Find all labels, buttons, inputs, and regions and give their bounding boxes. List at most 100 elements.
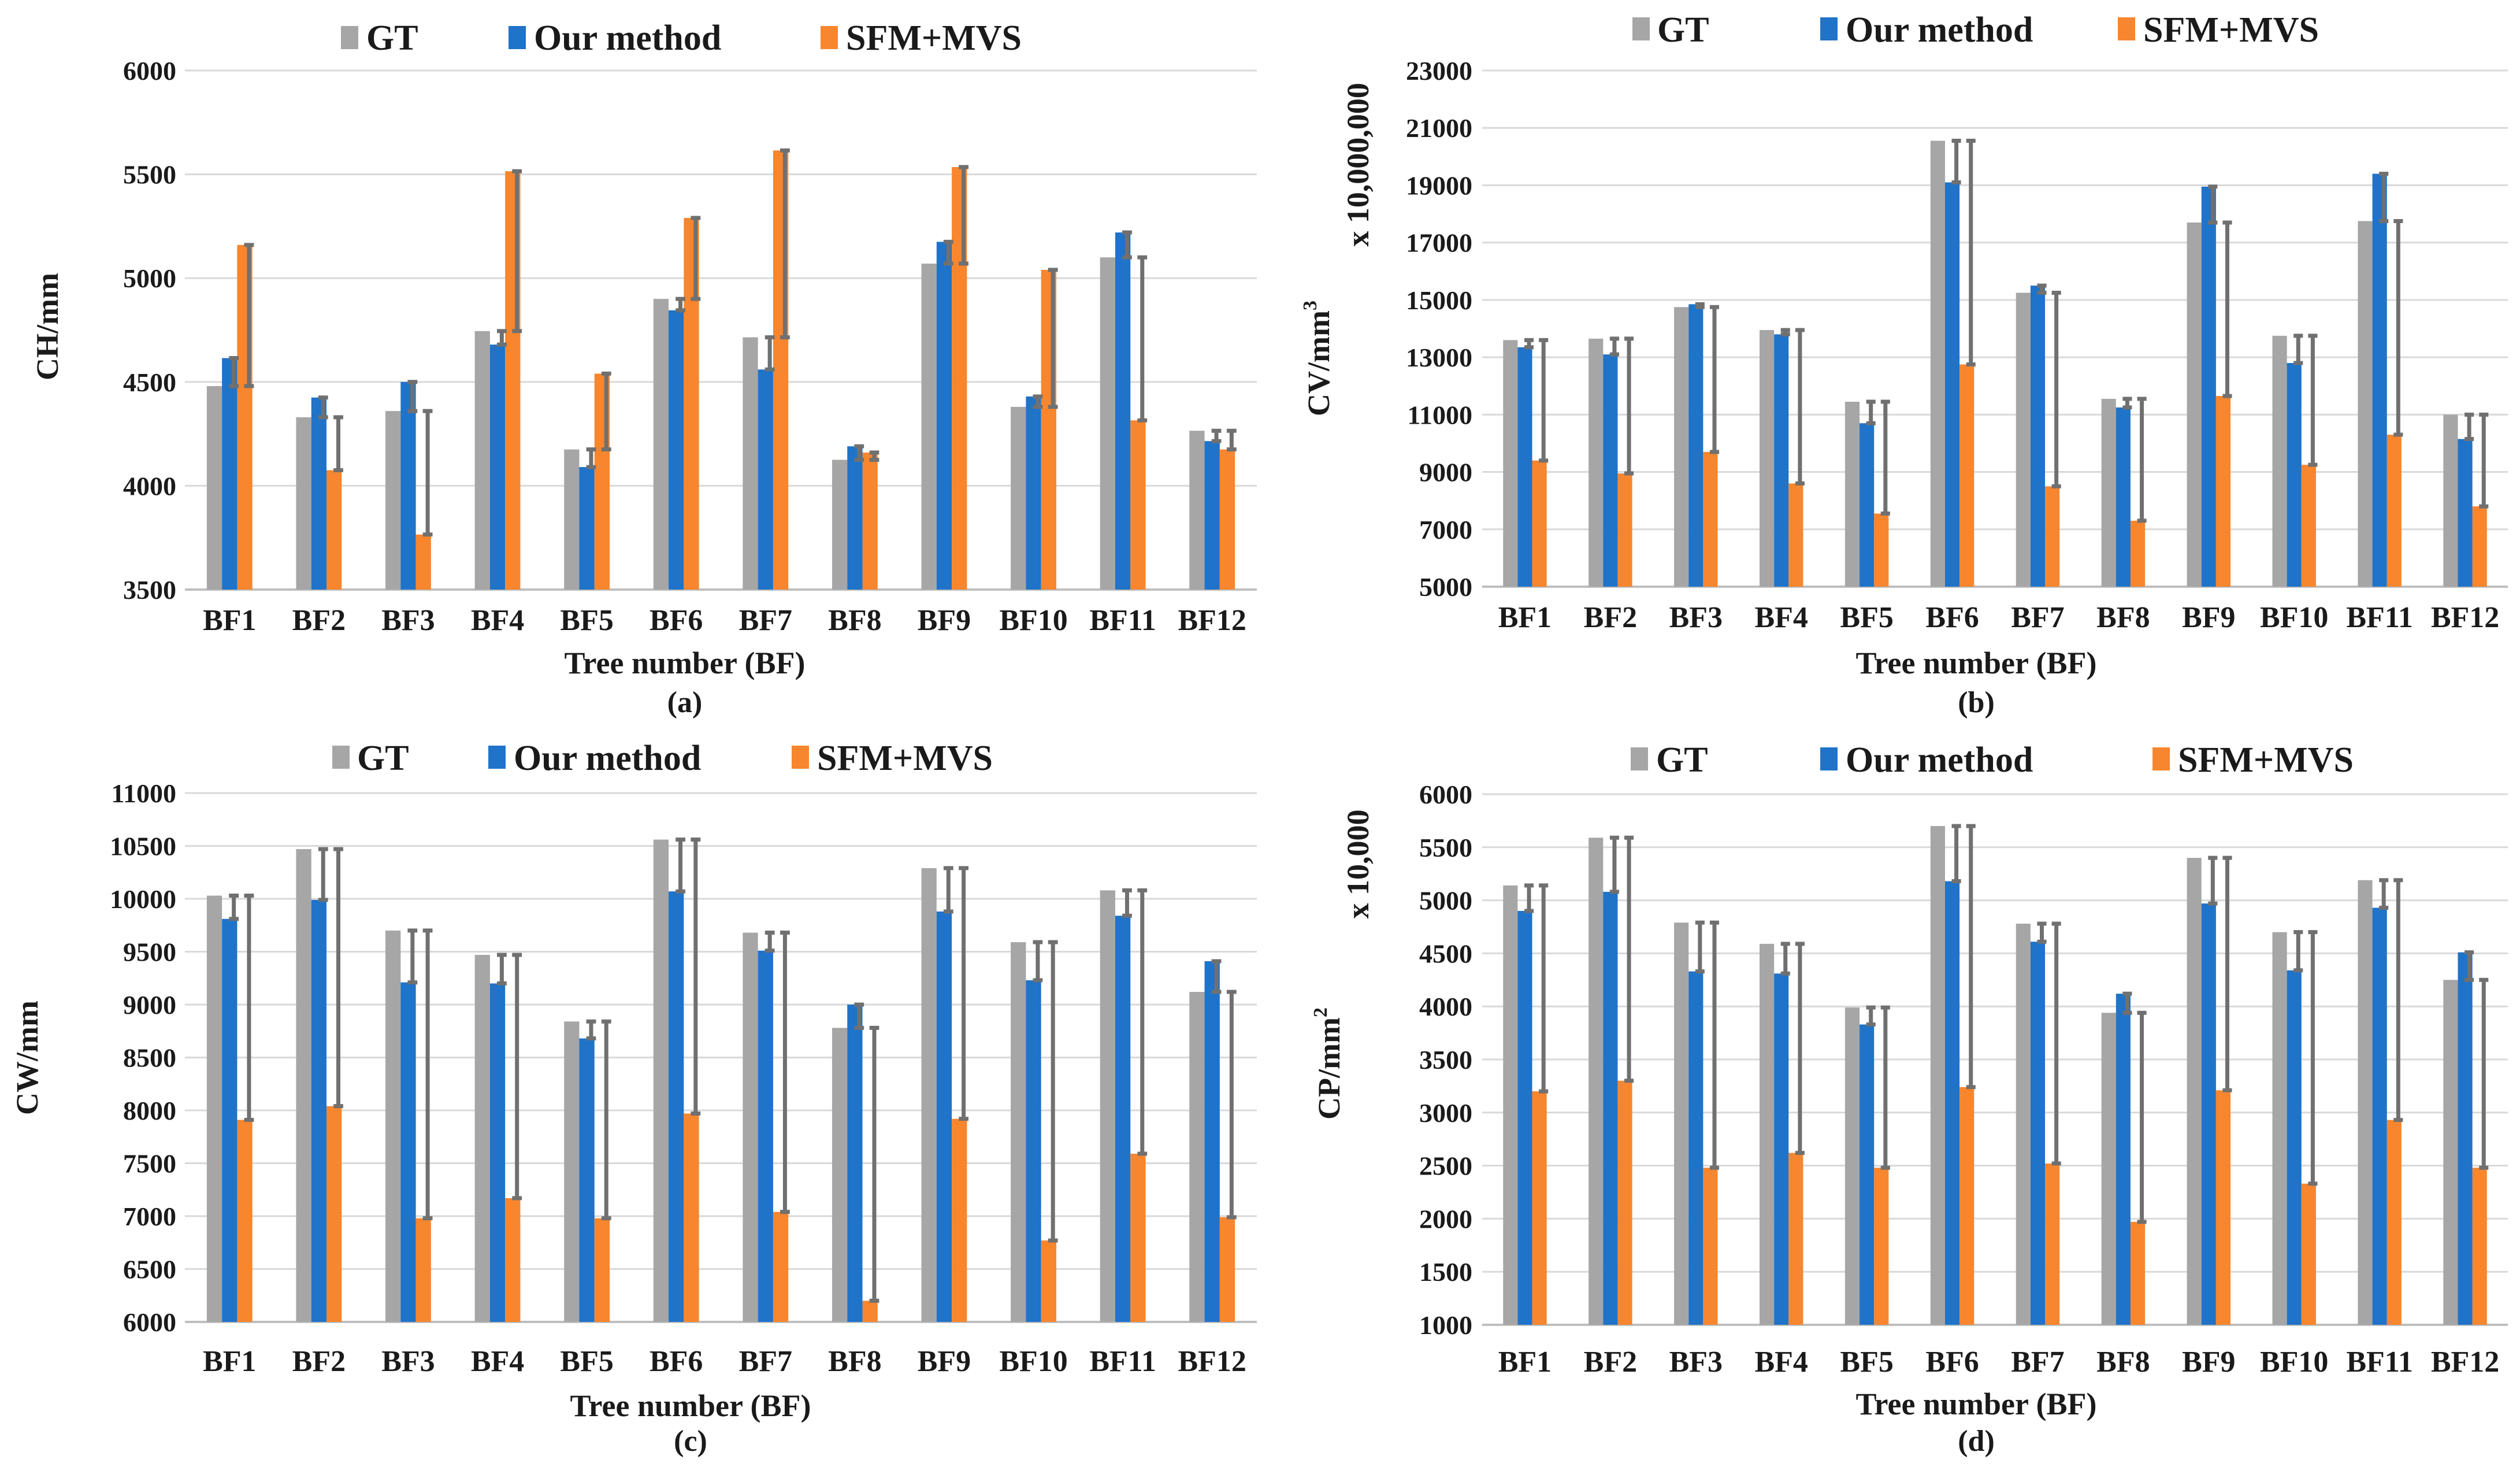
y-tick-label: 5000 xyxy=(1419,572,1472,602)
bar-sfm-mvs-bf7 xyxy=(773,1212,789,1322)
error-bar-our-method-bf6 xyxy=(676,838,685,894)
bar-our-method-bf4 xyxy=(1774,973,1789,1325)
error-bar-our-method-bf3 xyxy=(407,380,418,413)
x-tick-label: BF7 xyxy=(2011,1346,2064,1379)
legend-swatch-gt xyxy=(1632,17,1650,40)
y-tick-label: 13000 xyxy=(1406,343,1472,372)
error-bar-our-method-bf7 xyxy=(2037,283,2047,295)
y-tick-label: 10500 xyxy=(110,832,176,861)
bar-gt-bf6 xyxy=(653,839,669,1322)
error-bar-our-method-bf1 xyxy=(229,894,239,921)
y-axis-title-superscript: 3 xyxy=(1300,301,1321,310)
error-bar-sfm-mvs-bf2 xyxy=(333,415,343,472)
bar-sfm-mvs-bf4 xyxy=(1788,483,1803,587)
legend: GT Our method SFM+MVS xyxy=(332,739,993,778)
bar-gt-bf12 xyxy=(1189,431,1205,590)
bar-our-method-bf6 xyxy=(1944,881,1960,1325)
y-tick-label: 19000 xyxy=(1406,171,1472,200)
bar-sfm-mvs-bf3 xyxy=(1703,1168,1718,1325)
legend-swatch-our-method xyxy=(1820,17,1838,40)
bar-sfm-mvs-bf9 xyxy=(2215,1090,2231,1325)
error-bar-our-method-bf11 xyxy=(2379,878,2389,910)
error-bar-our-method-bf5 xyxy=(586,1019,596,1041)
bar-gt-bf2 xyxy=(296,417,311,590)
y-tick-label: 3500 xyxy=(123,575,176,605)
legend-label-our-method: Our method xyxy=(514,739,701,778)
bar-sfm-mvs-bf1 xyxy=(1532,460,1547,587)
error-bar-sfm-mvs-bf4 xyxy=(512,169,522,334)
bar-sfm-mvs-bf9 xyxy=(2215,396,2231,587)
x-tick-label: BF6 xyxy=(1925,1346,1979,1379)
y-tick-label: 9000 xyxy=(1419,458,1472,487)
bar-gt-bf5 xyxy=(1844,402,1860,587)
error-bar-sfm-mvs-bf9 xyxy=(959,866,969,1121)
error-bar-our-method-bf11 xyxy=(1122,230,1132,260)
x-tick-label: BF9 xyxy=(918,1345,971,1378)
error-bar-our-method-bf8 xyxy=(2122,991,2132,1015)
bar-our-method-bf11 xyxy=(2372,907,2387,1325)
legend: GT Our method SFM+MVS xyxy=(1631,740,2354,780)
bar-sfm-mvs-bf4 xyxy=(505,1198,521,1322)
error-bar-sfm-mvs-bf6 xyxy=(1966,824,1976,1090)
error-bar-sfm-mvs-bf4 xyxy=(512,953,522,1201)
error-bar-sfm-mvs-bf7 xyxy=(780,931,790,1214)
chart-panel-b: GT Our method SFM+MVS x 10,000,000 CV/mm… xyxy=(1300,10,2508,719)
x-tick-label: BF12 xyxy=(1178,1345,1246,1378)
bar-our-method-bf1 xyxy=(222,358,237,590)
bar-our-method-bf2 xyxy=(1603,891,1618,1325)
bar-gt-bf9 xyxy=(921,868,937,1322)
bar-gt-bf3 xyxy=(1674,923,1689,1325)
bar-our-method-bf8 xyxy=(847,446,863,590)
x-tick-label: BF1 xyxy=(203,1345,256,1378)
bar-our-method-bf4 xyxy=(489,344,506,590)
bar-sfm-mvs-bf9 xyxy=(952,1118,967,1322)
bar-sfm-mvs-bf8 xyxy=(862,452,878,590)
bar-our-method-bf3 xyxy=(1688,971,1703,1325)
bar-our-method-bf3 xyxy=(400,982,416,1322)
bar-gt-bf10 xyxy=(2272,932,2287,1325)
bar-sfm-mvs-bf12 xyxy=(1219,1217,1235,1322)
error-bar-sfm-mvs-bf3 xyxy=(1709,305,1720,454)
error-bar-our-method-bf6 xyxy=(1951,139,1961,184)
y-tick-label: 7000 xyxy=(1419,515,1472,544)
bar-our-method-bf8 xyxy=(847,1005,863,1322)
bar-our-method-bf7 xyxy=(2030,286,2046,587)
y-tick-label: 17000 xyxy=(1406,228,1472,258)
x-tick-label: BF12 xyxy=(1178,604,1246,637)
error-bar-sfm-mvs-bf12 xyxy=(1226,428,1237,452)
x-tick-label: BF11 xyxy=(1089,604,1156,637)
bar-gt-bf12 xyxy=(2443,414,2458,587)
bar-our-method-bf10 xyxy=(2287,363,2302,587)
legend-swatch-gt xyxy=(1631,747,1648,770)
y-tick-label: 23000 xyxy=(1406,56,1472,86)
bar-our-method-bf11 xyxy=(1115,232,1131,590)
y-axis-title-superscript: 2 xyxy=(1310,1007,1331,1017)
bar-sfm-mvs-bf4 xyxy=(1788,1153,1803,1325)
error-bar-our-method-bf4 xyxy=(496,953,507,986)
error-bar-sfm-mvs-bf1 xyxy=(1539,338,1549,463)
bar-sfm-mvs-bf11 xyxy=(1130,420,1146,590)
error-bar-sfm-mvs-bf7 xyxy=(780,148,790,340)
error-bar-our-method-bf7 xyxy=(764,931,775,953)
y-tick-label: 1500 xyxy=(1419,1257,1472,1287)
error-bar-our-method-bf10 xyxy=(1033,940,1043,983)
bar-sfm-mvs-bf5 xyxy=(1874,1168,1889,1325)
error-bar-our-method-bf5 xyxy=(1866,1005,1876,1027)
chart-panel-d: GT Our method SFM+MVS x 10,000 CP/mm2 Tr… xyxy=(1310,740,2508,1458)
bar-gt-bf1 xyxy=(1503,885,1518,1325)
bar-our-method-bf6 xyxy=(669,891,684,1322)
error-bar-sfm-mvs-bf7 xyxy=(2051,921,2061,1166)
bar-sfm-mvs-bf12 xyxy=(2472,1168,2487,1325)
bar-sfm-mvs-bf10 xyxy=(2301,465,2316,587)
bar-sfm-mvs-bf5 xyxy=(1874,513,1889,587)
error-bar-sfm-mvs-bf6 xyxy=(691,838,701,1116)
bar-gt-bf9 xyxy=(2187,222,2202,587)
bar-our-method-bf12 xyxy=(1204,441,1220,590)
x-tick-label: BF12 xyxy=(2431,601,2499,634)
error-bar-sfm-mvs-bf12 xyxy=(2479,412,2489,509)
x-tick-label: BF11 xyxy=(2346,601,2413,634)
y-tick-label: 3000 xyxy=(1419,1098,1472,1128)
error-bar-our-method-bf4 xyxy=(496,329,507,347)
bar-gt-bf1 xyxy=(1503,340,1518,587)
bar-sfm-mvs-bf12 xyxy=(2472,506,2487,587)
